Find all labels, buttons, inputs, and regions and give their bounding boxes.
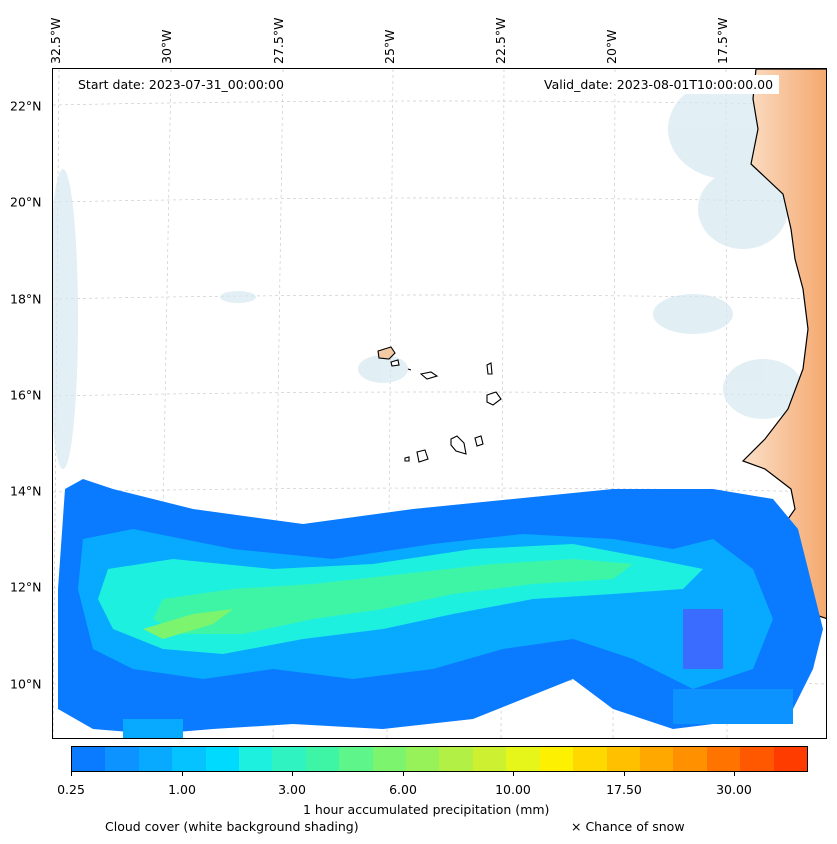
colorbar-tick-label: 6.00 (389, 782, 417, 797)
island (486, 391, 502, 406)
precip-cell (683, 609, 723, 669)
colorbar-segment (239, 747, 273, 771)
colorbar-tick (734, 772, 735, 776)
colorbar-segment (673, 747, 707, 771)
cloud-patch (698, 169, 788, 249)
precip-cell (123, 719, 183, 738)
colorbar-segment (573, 747, 607, 771)
parallel-line (53, 391, 826, 397)
colorbar-segment (506, 747, 540, 771)
colorbar-tick (71, 772, 72, 776)
cloud-patch (653, 294, 733, 334)
island (416, 449, 429, 463)
colorbar-segment (740, 747, 774, 771)
lon-label: 32.5°W (48, 17, 63, 64)
colorbar-tick (292, 772, 293, 776)
lon-label: 17.5°W (715, 17, 730, 64)
island (404, 456, 410, 462)
cloud-cover-shading (53, 79, 803, 469)
colorbar-segment (773, 747, 807, 771)
island (419, 371, 439, 380)
colorbar-segment (539, 747, 574, 771)
colorbar-segment (372, 747, 407, 771)
lon-label: 20°W (604, 29, 619, 64)
cloud-patch (53, 169, 78, 469)
lat-label: 20°N (10, 194, 42, 210)
lon-label: 27.5°W (271, 17, 286, 64)
lat-label: 12°N (10, 579, 42, 595)
island (390, 359, 400, 367)
precipitation-field (58, 479, 823, 738)
colorbar-segment (172, 747, 206, 771)
lat-label: 14°N (10, 483, 42, 499)
valid-date-label: Valid_date: 2023-08-01T10:00:00.00 (538, 75, 780, 94)
colorbar-segment (205, 747, 240, 771)
colorbar-segment (706, 747, 741, 771)
cloud-patch (220, 291, 256, 303)
colorbar-tick-label: 17.50 (606, 782, 642, 797)
colorbar-segment (72, 747, 106, 771)
colorbar-segment (606, 747, 640, 771)
precipitation-colorbar (71, 746, 808, 772)
cloud-patch (723, 359, 803, 419)
precip-contour (143, 609, 233, 639)
lat-label: 22°N (10, 98, 42, 114)
colorbar-segment (339, 747, 373, 771)
colorbar-tick-label: 10.00 (495, 782, 531, 797)
lat-label: 18°N (10, 291, 42, 307)
colorbar-tick (403, 772, 404, 776)
colorbar-tick-label: 3.00 (278, 782, 306, 797)
precip-contour (153, 559, 633, 634)
island (407, 368, 412, 371)
island (377, 346, 396, 360)
colorbar-segment (305, 747, 340, 771)
cloud-cover-legend: Cloud cover (white background shading) (105, 819, 359, 834)
island (486, 362, 493, 375)
colorbar-label: 1 hour accumulated precipitation (mm) (303, 802, 550, 817)
colorbar-tick-label: 30.00 (716, 782, 752, 797)
cloud-patch (358, 355, 408, 383)
island (474, 435, 484, 447)
precip-cell (673, 689, 793, 724)
colorbar-segment (439, 747, 473, 771)
colorbar-tick-label: 0.25 (57, 782, 85, 797)
lat-label: 10°N (10, 676, 42, 692)
colorbar-segment (272, 747, 306, 771)
lon-label: 25°W (382, 29, 397, 64)
lon-label: 22.5°W (493, 17, 508, 64)
colorbar-segment (639, 747, 674, 771)
meridian-line (53, 69, 60, 738)
start-date-label: Start date: 2023-07-31_00:00:00 (72, 75, 290, 94)
colorbar-segment (472, 747, 507, 771)
island (450, 435, 467, 455)
colorbar-segment (105, 747, 139, 771)
colorbar-tick (513, 772, 514, 776)
lon-label: 30°W (159, 29, 174, 64)
snow-legend: × Chance of snow (571, 819, 685, 834)
cape-verde-islands (377, 346, 502, 463)
colorbar-tick (182, 772, 183, 776)
colorbar-tick-label: 1.00 (168, 782, 196, 797)
lat-label: 16°N (10, 387, 42, 403)
map-area (52, 68, 827, 739)
colorbar-segment (138, 747, 173, 771)
map-canvas (53, 69, 826, 738)
colorbar-segment (406, 747, 440, 771)
colorbar-tick (624, 772, 625, 776)
